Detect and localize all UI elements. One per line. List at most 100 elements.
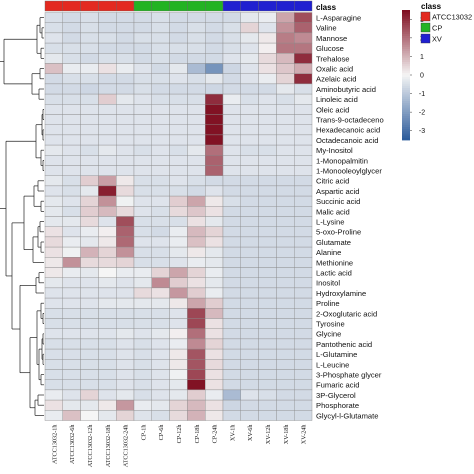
heatmap-cell: [204, 185, 224, 197]
row-label: Aspartic acid: [316, 187, 359, 196]
heatmap-cell: [151, 399, 170, 411]
heatmap-cell: [240, 348, 259, 360]
heatmap-cell: [133, 399, 152, 411]
column-label: ATCC13032-18h: [105, 424, 112, 468]
heatmap-cell: [204, 328, 224, 340]
heatmap-cell: [187, 73, 206, 85]
heatmap-cell: [80, 369, 99, 380]
heatmap-cell: [133, 379, 152, 391]
row-label: Glycyl-l-Glutamate: [316, 411, 378, 420]
heatmap-cell: [133, 308, 152, 319]
heatmap-cell: [80, 389, 99, 401]
heatmap-cell: [258, 155, 277, 166]
heatmap-cell: [276, 410, 295, 421]
heatmap-cell: [222, 287, 241, 299]
heatmap-cell: [294, 359, 313, 370]
color-scale-step: [402, 122, 410, 126]
heatmap-cell: [222, 134, 241, 146]
heatmap-cell: [258, 165, 277, 176]
heatmap-cell: [258, 267, 277, 278]
heatmap-cell: [62, 206, 81, 217]
heatmap-cell: [294, 93, 313, 105]
heatmap-cell: [133, 93, 152, 105]
heatmap-cell: [294, 22, 313, 34]
heatmap-cell: [169, 328, 188, 340]
heatmap-cell: [62, 226, 81, 238]
heatmap-cell: [80, 32, 99, 44]
heatmap-cell: [62, 216, 81, 227]
heatmap-cell: [44, 83, 63, 95]
heatmap-cell: [44, 257, 63, 268]
heatmap-cell: [98, 195, 117, 207]
heatmap-cell: [258, 257, 277, 268]
heatmap-cell: [80, 348, 99, 360]
heatmap-cell: [44, 277, 63, 289]
heatmap-cell: [115, 93, 135, 105]
heatmap-cell: [240, 155, 259, 166]
heatmap-cell: [80, 267, 99, 278]
heatmap-cell: [169, 165, 188, 176]
color-scale-step: [402, 77, 410, 80]
heatmap-cell: [62, 246, 81, 258]
heatmap-cell: [187, 93, 206, 105]
heatmap-cell: [276, 338, 295, 350]
heatmap-cell: [80, 236, 99, 248]
heatmap-cell: [258, 124, 277, 136]
heatmap-cell: [44, 155, 63, 166]
heatmap-cell: [98, 114, 117, 125]
heatmap-cell: [169, 379, 188, 391]
heatmap-cell: [187, 267, 206, 278]
heatmap-cell: [240, 165, 259, 176]
heatmap-cell: [169, 318, 188, 329]
heatmap-cell: [44, 267, 63, 278]
row-label: L-Asparagine: [316, 13, 361, 22]
heatmap-cell: [44, 216, 63, 227]
heatmap-cell: [133, 410, 152, 421]
heatmap-cell: [240, 216, 259, 227]
heatmap-cell: [44, 53, 63, 64]
heatmap-cell: [294, 399, 313, 411]
heatmap-cell: [276, 83, 295, 95]
heatmap-cell: [222, 399, 241, 411]
heatmap-cell: [169, 12, 188, 23]
legend-label: ATCC13032: [432, 13, 472, 22]
heatmap-cell: [133, 277, 152, 289]
heatmap-cell: [98, 73, 117, 85]
heatmap-cell: [151, 267, 170, 278]
heatmap-cell: [258, 63, 277, 74]
heatmap-cell: [276, 53, 295, 64]
heatmap-cell: [187, 53, 206, 64]
heatmap-cell: [44, 63, 63, 74]
heatmap-cell: [240, 226, 259, 238]
heatmap-cell: [222, 216, 241, 227]
heatmap-cell: [115, 42, 135, 54]
color-scale-step: [402, 98, 410, 102]
heatmap-cell: [98, 63, 117, 74]
color-scale-step: [402, 62, 410, 65]
heatmap-cell: [258, 338, 277, 350]
heatmap-cell: [151, 236, 170, 248]
row-label: 2-Oxoglutaric acid: [316, 309, 377, 318]
heatmap-cell: [187, 114, 206, 125]
color-scale-step: [402, 137, 410, 141]
heatmap-cell: [187, 369, 206, 380]
heatmap-cell: [62, 165, 81, 176]
heatmap-cell: [204, 83, 224, 95]
heatmap-cell: [133, 236, 152, 248]
class-legend: class ATCC13032 CP XV: [420, 2, 472, 44]
heatmap-cell: [222, 410, 241, 421]
heatmap-cell: [187, 399, 206, 411]
heatmap-cell: [62, 236, 81, 248]
heatmap-cell: [115, 359, 135, 370]
color-scale-step: [402, 109, 410, 113]
color-scale-step: [402, 57, 410, 61]
heatmap-cell: [294, 267, 313, 278]
heatmap-cell: [187, 318, 206, 329]
heatmap-cell: [98, 175, 117, 187]
color-scale-step: [402, 44, 410, 48]
color-scale-step: [402, 92, 410, 95]
heatmap-cell: [222, 318, 241, 329]
row-label: Aminobutyric acid: [316, 85, 376, 94]
heatmap-cell: [294, 175, 313, 187]
row-label: Alanine: [316, 248, 341, 257]
